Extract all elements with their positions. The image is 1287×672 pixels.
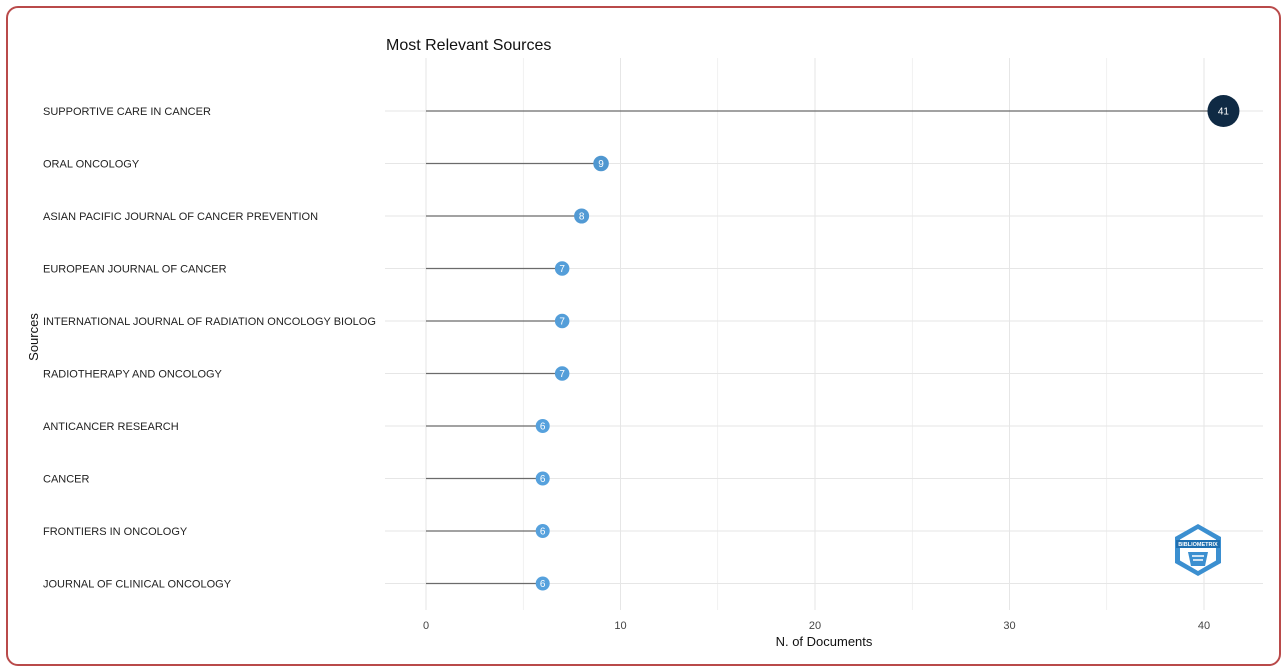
lollipop-point — [554, 366, 570, 381]
point-value-label: 6 — [540, 527, 546, 538]
x-axis-title: N. of Documents — [776, 634, 873, 649]
x-tick-labels: 0 10 20 30 40 — [423, 620, 1210, 632]
chart-title: Most Relevant Sources — [386, 37, 551, 54]
x-tick-label: 10 — [614, 620, 626, 632]
point-value-label: 41 — [1218, 107, 1230, 118]
category-label: INTERNATIONAL JOURNAL OF RADIATION ONCOL… — [43, 316, 376, 328]
point-value-label: 6 — [540, 422, 546, 433]
chart-frame — [6, 6, 1281, 666]
category-label: SUPPORTIVE CARE IN CANCER — [43, 106, 211, 118]
lollipop-point — [535, 471, 550, 486]
point-value-label: 9 — [598, 159, 604, 170]
lollipop-point — [535, 524, 550, 538]
lollipop-point — [574, 208, 590, 224]
lollipop-point — [1207, 95, 1240, 127]
point-value-label: 8 — [579, 212, 585, 223]
point-layer: 41 9 8 7 7 7 6 6 6 6 — [535, 95, 1240, 591]
category-label: CANCER — [43, 474, 90, 486]
point-value-label: 7 — [559, 369, 565, 380]
stem-layer — [426, 110, 1224, 585]
lollipop-point — [535, 576, 550, 591]
category-label: ORAL ONCOLOGY — [43, 159, 140, 171]
logo-emblem-lines — [1192, 555, 1204, 561]
point-value-label: 6 — [540, 579, 546, 590]
x-tick-label: 20 — [809, 620, 821, 632]
lollipop-point — [554, 261, 570, 276]
x-tick-label: 30 — [1003, 620, 1015, 632]
point-value-label: 7 — [559, 317, 565, 328]
y-axis-title: Sources — [26, 313, 41, 361]
lollipop-point — [535, 419, 550, 433]
category-labels: SUPPORTIVE CARE IN CANCER ORAL ONCOLOGY AS… — [43, 106, 376, 591]
category-label: ANTICANCER RESEARCH — [43, 421, 179, 433]
category-label: EUROPEAN JOURNAL OF CANCER — [43, 264, 227, 276]
logo-banner — [1176, 540, 1220, 548]
point-value-label: 6 — [540, 474, 546, 485]
category-label: JOURNAL OF CLINICAL ONCOLOGY — [43, 579, 232, 591]
point-value-label: 7 — [559, 264, 565, 275]
category-label: RADIOTHERAPY AND ONCOLOGY — [43, 369, 223, 381]
logo-text: BIBLIOMETRIX — [1178, 542, 1218, 548]
logo-emblem — [1188, 552, 1208, 566]
lollipop-point — [593, 155, 609, 172]
category-label: ASIAN PACIFIC JOURNAL OF CANCER PREVENTI… — [43, 211, 318, 223]
category-label: FRONTIERS IN ONCOLOGY — [43, 526, 188, 538]
bibliometrix-logo: BIBLIOMETRIX — [1175, 524, 1221, 576]
lollipop-point — [554, 313, 570, 329]
x-tick-label: 0 — [423, 620, 429, 632]
logo-hexagon-inner — [1180, 529, 1216, 571]
x-tick-label: 40 — [1198, 620, 1210, 632]
grid-layer — [385, 58, 1263, 610]
